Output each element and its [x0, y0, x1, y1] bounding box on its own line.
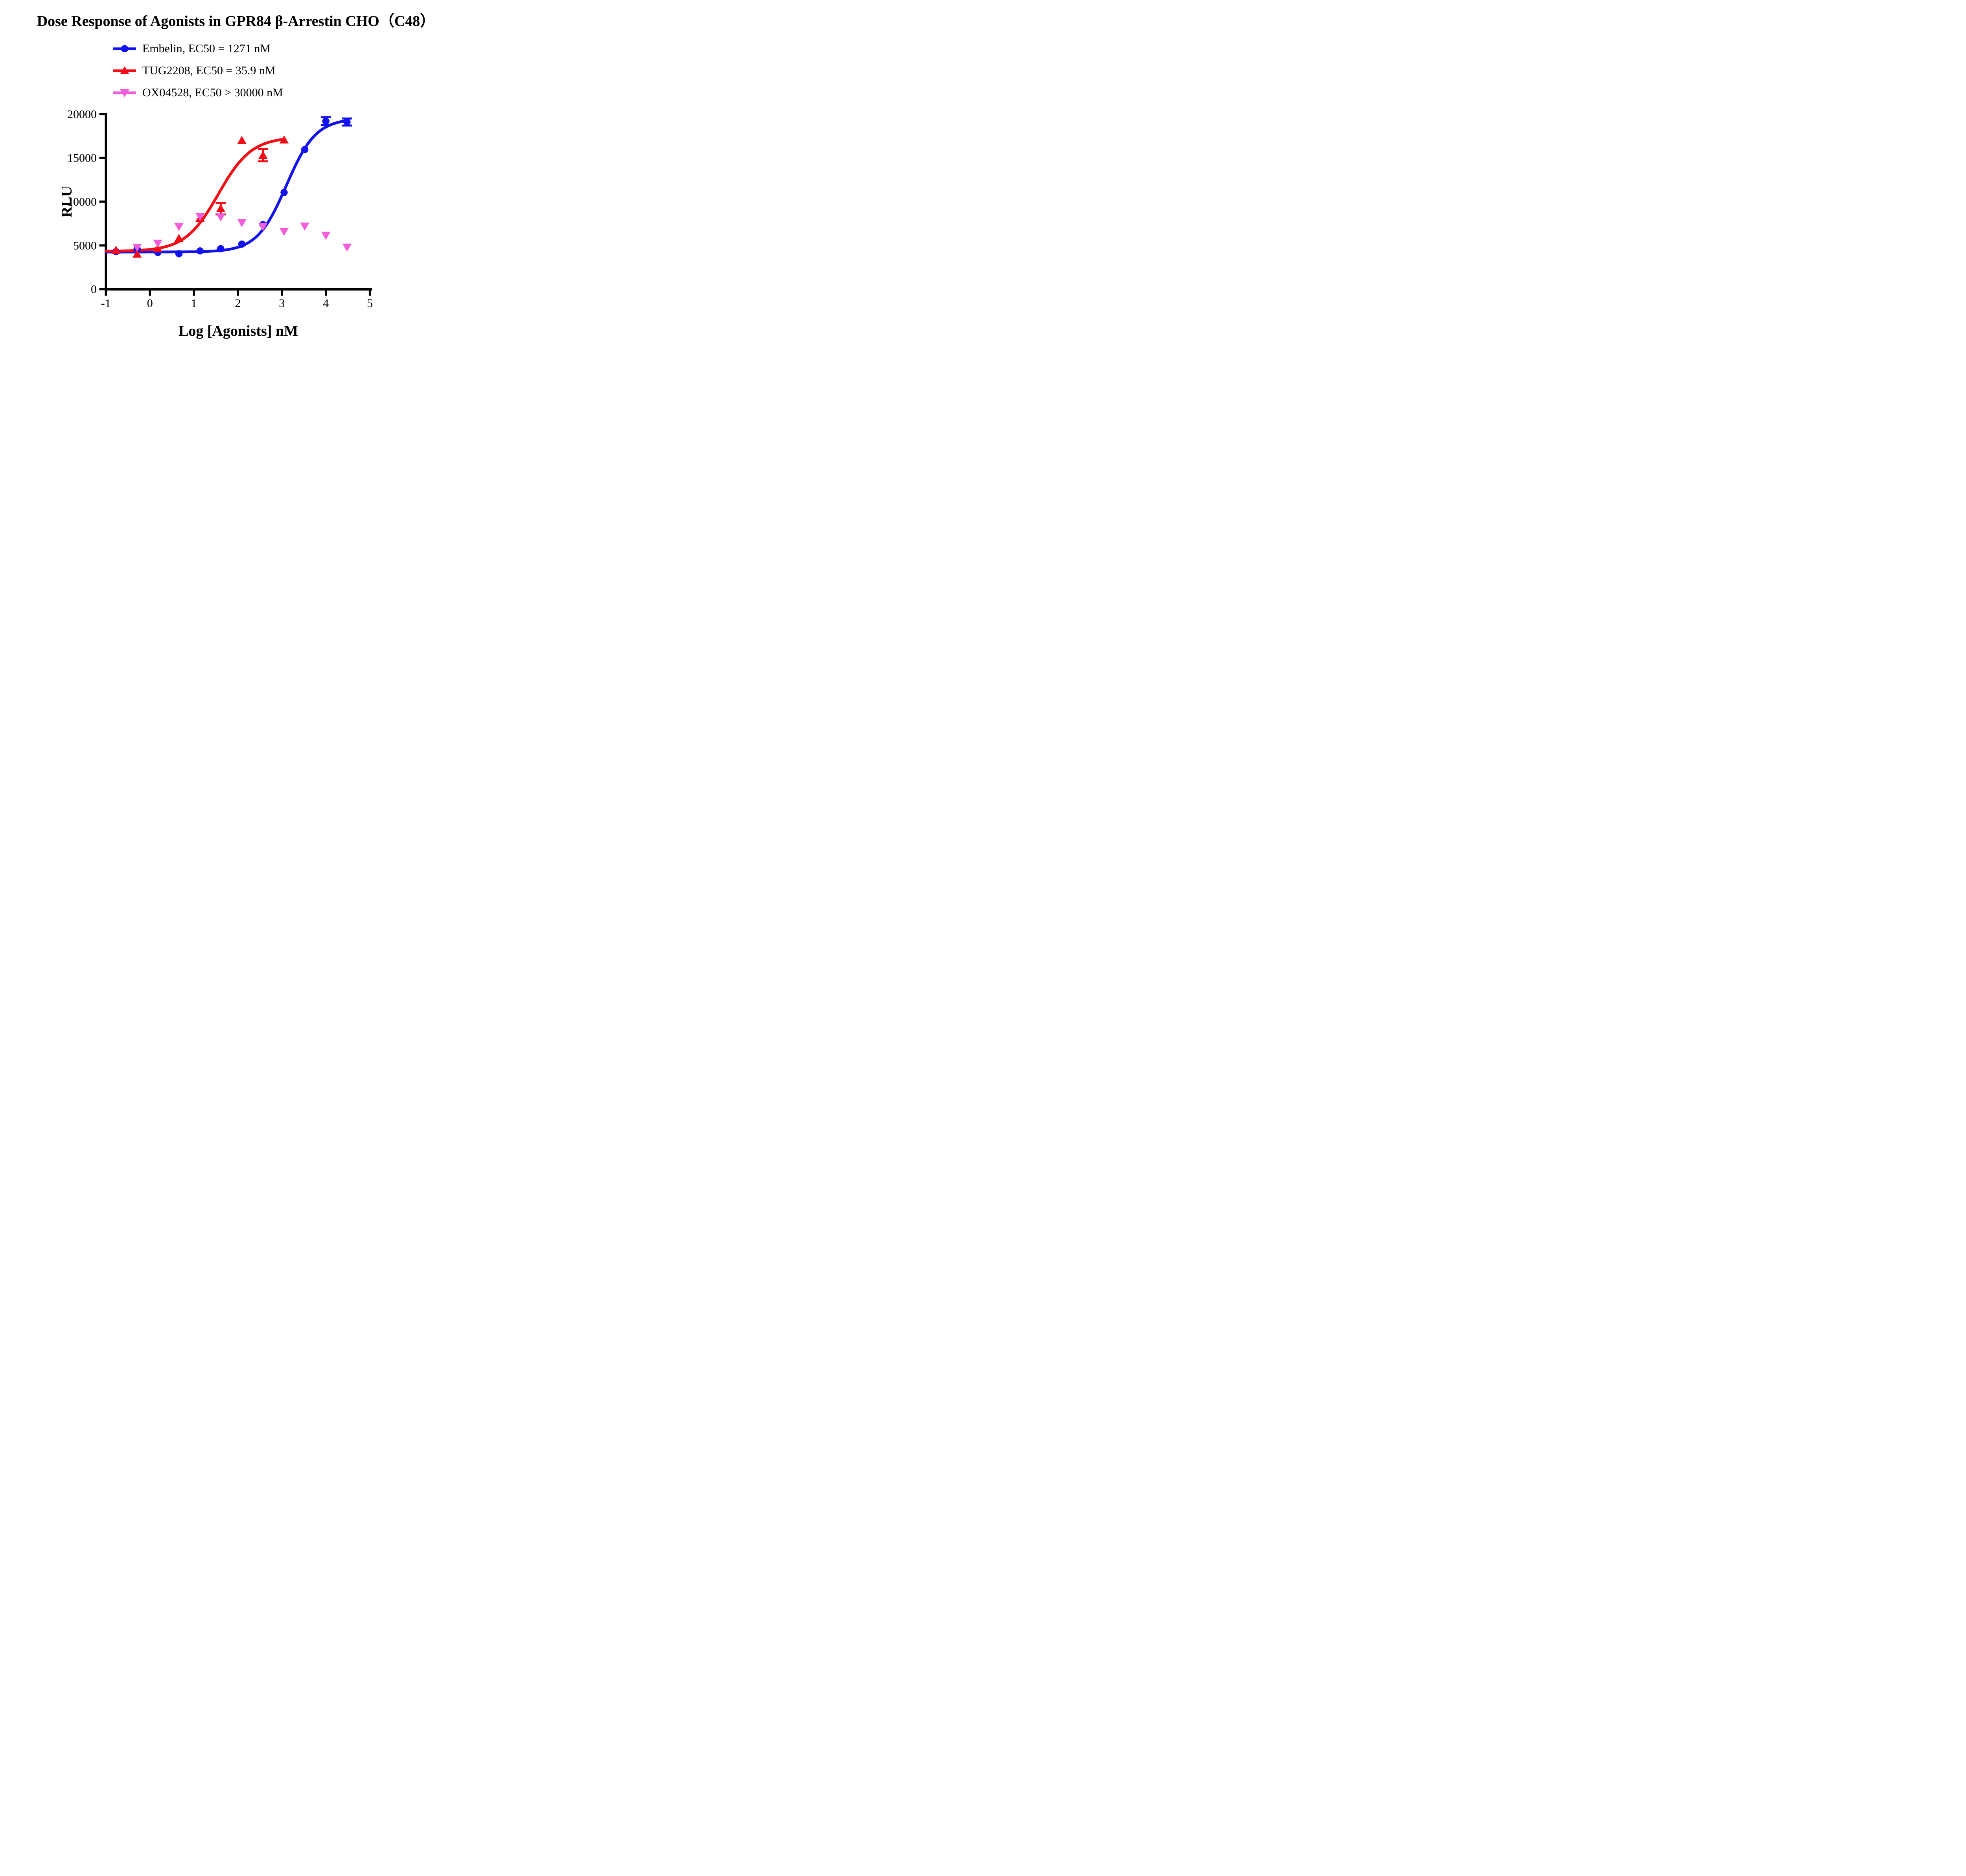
y-tick — [99, 156, 105, 159]
x-tick-label: 2 — [235, 297, 241, 310]
data-point-embelin — [196, 247, 204, 255]
data-point-tug2208 — [216, 204, 226, 212]
data-point-ox04528 — [300, 223, 309, 231]
data-point-embelin — [280, 189, 288, 196]
data-point-tug2208 — [111, 246, 121, 254]
fit-curve-tug2208 — [104, 138, 283, 253]
legend-marker — [121, 45, 129, 53]
x-tick — [368, 291, 371, 296]
embelin-circle-marker-icon — [113, 45, 136, 53]
legend-label-tug2208: TUG2208, EC50 = 35.9 nM — [142, 64, 276, 77]
fit-curve-embelin — [104, 119, 350, 254]
data-point-tug2208 — [153, 244, 163, 252]
x-tick-label: 3 — [279, 297, 285, 310]
x-tick-label: 1 — [191, 297, 197, 310]
x-tick — [105, 291, 107, 296]
legend-marker — [120, 89, 129, 97]
data-point-ox04528 — [237, 219, 247, 227]
data-point-ox04528 — [132, 243, 142, 252]
data-point-ox04528 — [195, 213, 205, 221]
data-point-tug2208 — [174, 234, 184, 242]
y-tick-label: 5000 — [73, 239, 97, 252]
data-point-tug2208 — [132, 250, 142, 258]
legend-marker — [120, 66, 129, 74]
legend-label-embelin: Embelin, EC50 = 1271 nM — [142, 42, 271, 55]
legend-item-tug2208: TUG2208, EC50 = 35.9 nM — [112, 60, 283, 82]
y-tick-label: 20000 — [67, 108, 97, 121]
x-axis-label: Log [Agonists] nM — [178, 323, 298, 339]
tug2208-triangle-up-marker-icon — [113, 66, 136, 74]
legend-item-embelin: Embelin, EC50 = 1271 nM — [112, 38, 283, 60]
x-axis-line — [105, 288, 372, 291]
data-point-ox04528 — [153, 239, 163, 248]
y-axis-label: RLU — [59, 186, 75, 218]
legend-item-ox04528: OX04528, EC50 > 30000 nM — [112, 82, 283, 104]
ox04528-triangle-down-marker-icon — [113, 89, 136, 97]
x-tick-label: -1 — [101, 297, 111, 310]
data-point-ox04528 — [342, 243, 352, 252]
dose-response-figure: Dose Response of Agonists in GPR84 β-Arr… — [0, 0, 472, 345]
data-point-embelin — [343, 118, 351, 126]
y-tick-label: 10000 — [67, 195, 97, 208]
x-tick — [193, 291, 195, 296]
x-tick-label: 0 — [147, 297, 153, 310]
y-tick — [99, 200, 105, 203]
data-point-tug2208 — [279, 135, 289, 143]
data-point-ox04528 — [216, 213, 226, 222]
data-point-embelin — [301, 146, 309, 153]
y-tick — [99, 244, 105, 247]
data-point-ox04528 — [279, 228, 289, 236]
x-tick — [281, 291, 283, 296]
data-point-embelin — [217, 245, 225, 252]
data-point-ox04528 — [174, 223, 184, 231]
data-point-ox04528 — [258, 223, 268, 231]
x-tick — [237, 291, 239, 296]
data-point-embelin — [322, 117, 330, 125]
x-tick-label: 5 — [367, 297, 373, 310]
x-tick — [325, 291, 327, 296]
legend: Embelin, EC50 = 1271 nM TUG2208, EC50 = … — [112, 38, 283, 104]
legend-label-ox04528: OX04528, EC50 > 30000 nM — [142, 86, 283, 99]
data-point-embelin — [175, 250, 183, 257]
y-tick-label: 0 — [91, 283, 97, 296]
data-point-ox04528 — [321, 232, 331, 240]
data-point-tug2208 — [258, 151, 268, 159]
x-tick-label: 4 — [323, 297, 329, 310]
y-tick — [99, 113, 105, 116]
y-tick-label: 15000 — [67, 152, 97, 165]
data-point-embelin — [238, 240, 246, 248]
chart-title: Dose Response of Agonists in GPR84 β-Arr… — [37, 13, 435, 29]
plot-area: -1 0 1 2 3 4 5 0 5000 10000 15000 20000 — [67, 108, 373, 310]
data-point-tug2208 — [237, 136, 247, 144]
y-axis-line — [105, 113, 107, 291]
y-tick — [99, 288, 105, 291]
x-tick — [149, 291, 151, 296]
